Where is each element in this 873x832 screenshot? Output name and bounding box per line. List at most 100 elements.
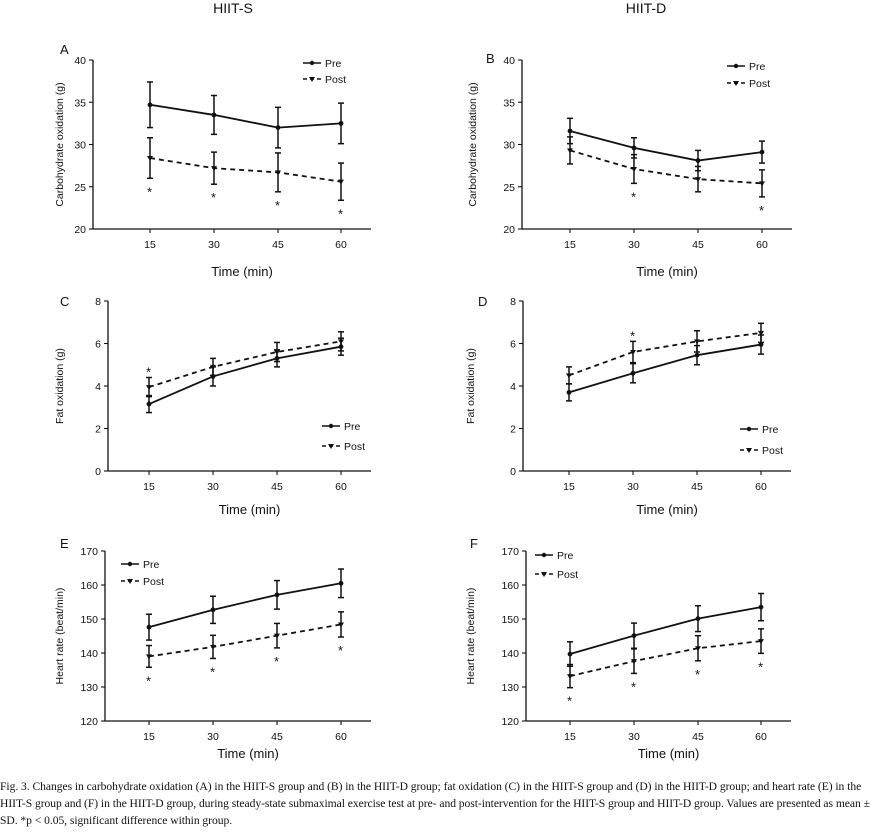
data-point-post (567, 674, 573, 680)
significance-star: * (210, 664, 215, 679)
y-tick-label: 160 (80, 580, 98, 592)
x-axis-title: Time (min) (638, 746, 700, 761)
data-point-pre (758, 604, 764, 610)
data-point-post (338, 622, 344, 628)
series-line-pre (149, 103, 342, 129)
y-tick-label: 30 (74, 140, 86, 152)
y-tick-label: 8 (95, 296, 101, 308)
y-tick-label: 8 (510, 296, 516, 308)
panel-letter: D (478, 294, 487, 309)
significance-star: * (630, 328, 635, 343)
data-point-pre (567, 651, 573, 657)
data-point-post (567, 148, 573, 154)
panel-d: D 0 2 4 6 8 15 30 45 60 Time (min) Fat oxidation (g… (465, 294, 791, 517)
x-axis-title: Time (min) (636, 502, 698, 517)
y-axis-title: Fat oxidation (g) (54, 348, 66, 424)
data-point-post (274, 350, 280, 355)
x-axis-title: Time (min) (219, 502, 281, 517)
x-tick-label: 45 (272, 239, 284, 251)
column-title-hiit-d: HIIT-D (626, 0, 666, 16)
panel-a: A 20 25 30 35 40 15 30 45 60 Time (min) Carbohydrat… (54, 42, 371, 279)
legend-marker (541, 552, 547, 558)
x-axis-title: Time (min) (217, 746, 279, 761)
x-tick-label: 15 (564, 731, 576, 743)
panel-letter: B (486, 51, 495, 66)
significance-star: * (211, 190, 216, 205)
data-point-post (274, 633, 280, 639)
data-point-pre (274, 592, 280, 598)
y-tick-label: 2 (95, 424, 101, 436)
data-point-pre (567, 128, 573, 134)
y-tick-label: 130 (80, 682, 98, 694)
y-tick-label: 4 (95, 381, 101, 393)
data-point-pre (338, 580, 344, 586)
x-tick-label: 60 (335, 481, 347, 493)
data-point-post (210, 364, 216, 370)
x-tick-label: 30 (207, 731, 219, 743)
data-point-pre (275, 125, 281, 130)
column-title-hiit-s: HIIT-S (213, 0, 253, 16)
legend-marker (309, 77, 315, 82)
data-point-post (631, 167, 637, 173)
series-line-post (569, 640, 762, 677)
series-line-pre (569, 130, 763, 162)
y-tick-label: 2 (510, 424, 516, 436)
significance-star: * (338, 643, 343, 658)
data-point-post (146, 385, 152, 391)
y-tick-label: 120 (501, 716, 519, 728)
figure-caption: Fig. 3. Changes in carbohydrate oxidatio… (0, 780, 870, 827)
legend-marker (746, 448, 752, 453)
data-point-post (695, 646, 701, 652)
x-axis-title: Time (min) (211, 264, 273, 279)
legend-marker (541, 572, 547, 577)
legend-marker (309, 60, 315, 66)
legend-label-pre: Pre (557, 550, 574, 562)
legend-label-post: Post (557, 569, 578, 581)
x-tick-label: 15 (563, 481, 575, 493)
legend-pre: Pre (535, 550, 574, 562)
y-tick-label: 25 (503, 182, 515, 194)
y-tick-label: 20 (74, 224, 86, 236)
y-tick-label: 6 (510, 339, 516, 351)
y-tick-label: 170 (501, 546, 519, 558)
data-point-pre (630, 370, 636, 376)
x-axis-title: Time (min) (636, 264, 698, 279)
x-tick-label: 15 (143, 731, 155, 743)
y-tick-label: 30 (503, 140, 515, 152)
x-tick-label: 30 (628, 731, 640, 743)
y-tick-label: 25 (74, 182, 86, 194)
x-tick-label: 30 (628, 239, 640, 251)
y-tick-label: 40 (74, 55, 86, 67)
significance-star: * (338, 206, 343, 221)
x-tick-label: 45 (691, 481, 703, 493)
y-tick-label: 170 (80, 546, 98, 558)
data-point-post (758, 330, 764, 336)
series-line-pre (148, 345, 342, 405)
data-point-pre (695, 616, 701, 622)
significance-star: * (146, 673, 151, 688)
y-tick-label: 20 (503, 224, 515, 236)
data-point-post (338, 179, 344, 185)
y-tick-label: 130 (501, 682, 519, 694)
y-tick-label: 160 (501, 580, 519, 592)
legend-marker (328, 423, 334, 429)
y-tick-label: 35 (74, 97, 86, 109)
significance-star: * (631, 189, 636, 204)
significance-star: * (631, 679, 636, 694)
legend-label-pre: Pre (325, 58, 342, 70)
legend-post: Post (535, 569, 578, 581)
series-line-post (568, 331, 762, 377)
legend-post: Post (740, 445, 783, 457)
y-tick-label: 6 (95, 339, 101, 351)
panel-f: F 120 130 140 150 160 170 15 30 45 60 Time (min) Hea… (465, 536, 791, 761)
x-tick-label: 45 (692, 239, 704, 251)
x-tick-label: 45 (271, 481, 283, 493)
x-tick-label: 15 (143, 481, 155, 493)
x-tick-label: 30 (207, 481, 219, 493)
y-axis-title: Carbohydrate oxidation (g) (54, 82, 66, 206)
y-axis-title: Heart rate (beat/min) (465, 588, 477, 685)
series-line-pre (569, 606, 762, 655)
data-point-pre (631, 145, 637, 151)
data-point-pre (758, 342, 764, 347)
